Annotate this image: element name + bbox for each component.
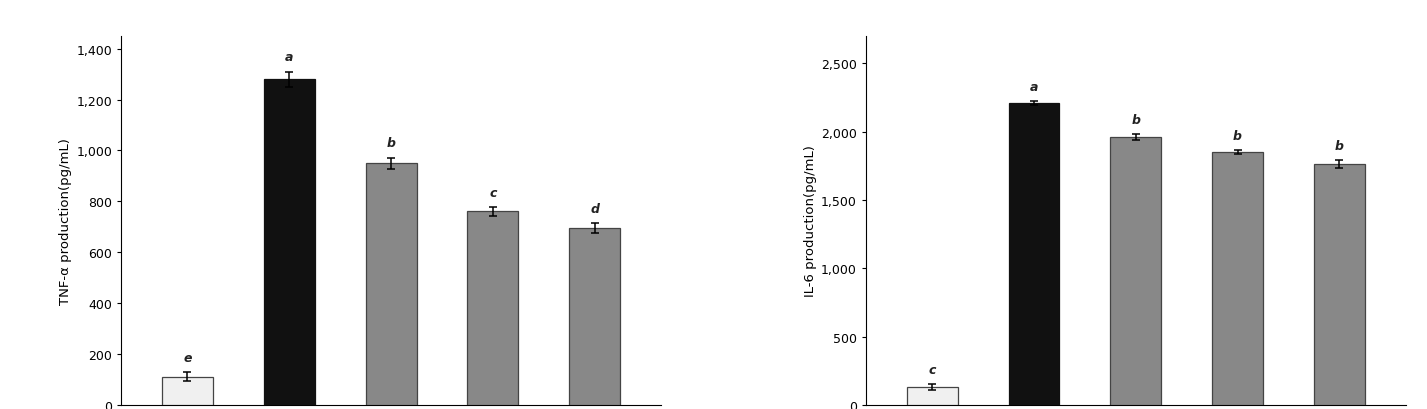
Bar — [468, 212, 518, 405]
Bar — [264, 80, 315, 405]
Text: a: a — [285, 51, 294, 64]
Text: c: c — [489, 187, 497, 199]
Bar — [1212, 153, 1263, 405]
Bar — [906, 387, 958, 405]
Text: d: d — [591, 202, 599, 215]
Text: c: c — [929, 363, 936, 376]
Bar — [365, 164, 417, 405]
Text: e: e — [183, 351, 191, 364]
Bar — [1314, 165, 1364, 405]
Text: a: a — [1030, 81, 1039, 94]
Y-axis label: IL-6 production(pg/mL): IL-6 production(pg/mL) — [803, 145, 816, 297]
Text: b: b — [1132, 114, 1140, 127]
Bar — [1009, 103, 1059, 405]
Text: b: b — [1334, 140, 1344, 153]
Text: b: b — [1233, 130, 1241, 143]
Y-axis label: TNF-α production(pg/mL): TNF-α production(pg/mL) — [60, 137, 73, 304]
Bar — [569, 229, 621, 405]
Bar — [1110, 138, 1162, 405]
Bar — [163, 377, 213, 405]
Text: b: b — [387, 137, 395, 150]
